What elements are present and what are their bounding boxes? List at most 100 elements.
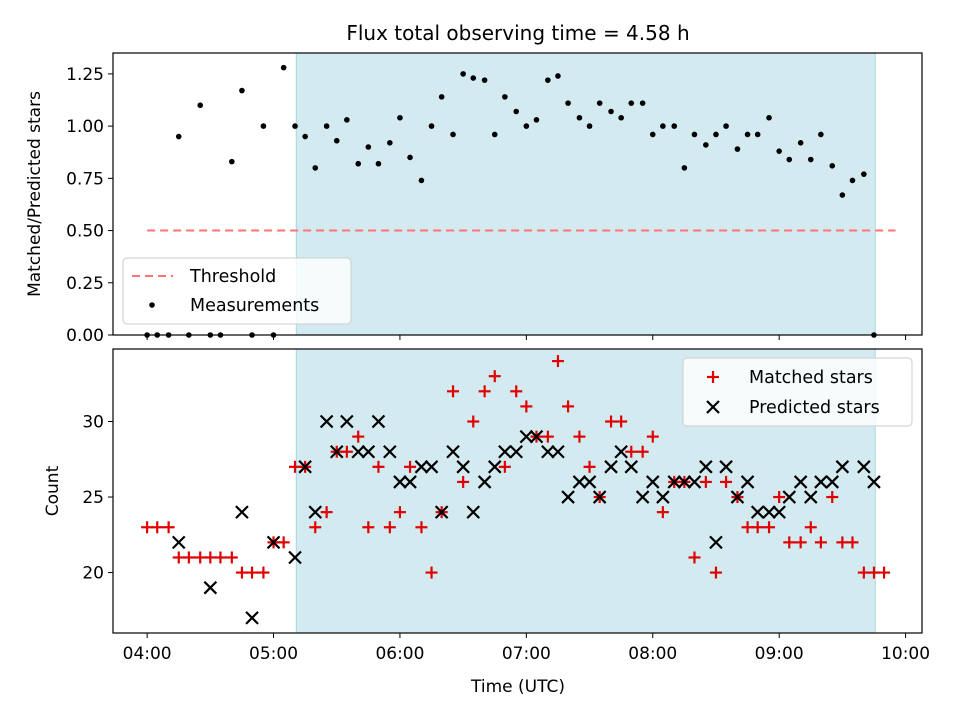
predicted-point-stroke-b	[477, 475, 492, 489]
predicted-point	[456, 460, 470, 474]
matched-point	[372, 460, 385, 473]
predicted-point	[466, 505, 481, 519]
matched-point	[214, 551, 227, 564]
predicted-point	[340, 414, 354, 429]
measurement-point	[407, 154, 413, 161]
matched-point	[478, 385, 491, 398]
measurement-point	[723, 123, 729, 129]
predicted-point	[592, 490, 607, 504]
matched-point	[457, 475, 470, 488]
predicted-point-stroke-b	[814, 475, 828, 489]
predicted-point	[803, 490, 818, 504]
predicted-point	[782, 490, 797, 504]
matched-point	[151, 521, 164, 534]
predicted-point-stroke-b	[361, 444, 376, 459]
predicted-point-stroke-b	[604, 460, 618, 474]
predicted-point-stroke-b	[308, 505, 323, 519]
predicted-point	[867, 475, 881, 489]
measurement-point	[323, 123, 330, 129]
measurement-point	[797, 140, 804, 146]
measurement-point	[197, 102, 204, 109]
matched-point	[763, 521, 776, 534]
measurement-point	[849, 177, 856, 184]
predicted-point	[529, 429, 544, 444]
predicted-point	[245, 611, 259, 625]
predicted-point	[740, 475, 755, 489]
predicted-point	[351, 444, 366, 459]
legend-measurements-label: Measurements	[190, 296, 319, 316]
predicted-point	[561, 490, 575, 504]
x-tick-label: 05:00	[249, 644, 298, 664]
predicted-point-stroke-b	[793, 475, 808, 489]
measurement-point	[312, 165, 319, 171]
matched-point	[741, 521, 754, 534]
measurement-point	[428, 123, 435, 129]
predicted-point	[667, 475, 682, 489]
predicted-point	[498, 444, 512, 459]
predicted-point	[403, 475, 417, 489]
measurement-point	[491, 131, 498, 138]
predicted-point-stroke-b	[762, 505, 776, 519]
measurement-point	[344, 117, 350, 123]
predicted-point-stroke-b	[592, 490, 607, 504]
legend-matched-swatch	[707, 371, 719, 383]
x-tick-label: 07:00	[502, 644, 551, 664]
measurement-point	[333, 137, 340, 144]
measurement-point	[744, 131, 751, 138]
predicted-point	[762, 505, 776, 519]
predicted-point-stroke-b	[529, 429, 544, 444]
matched-point	[541, 430, 554, 443]
predicted-point-stroke-b	[446, 444, 460, 459]
top-y-tick-label: 0.00	[66, 326, 104, 346]
bottom-y-tick-label: 25	[82, 488, 104, 508]
legend-threshold-label: Threshold	[189, 267, 276, 287]
predicted-point-stroke-b	[561, 490, 575, 504]
matched-point	[878, 566, 891, 579]
measurement-point	[450, 131, 456, 138]
matched-point	[605, 415, 618, 428]
predicted-point-stroke-b	[266, 535, 281, 550]
matched-point	[362, 521, 375, 534]
predicted-point-stroke-b	[582, 475, 597, 489]
measurement-point	[628, 100, 635, 106]
measurement-point	[260, 123, 267, 129]
predicted-point	[446, 444, 460, 459]
matched-point	[467, 415, 480, 428]
predicted-point	[509, 444, 524, 459]
measurement-point	[734, 146, 741, 152]
measurement-point	[523, 123, 530, 129]
predicted-point-stroke-b	[614, 444, 628, 459]
measurement-point	[586, 123, 593, 129]
predicted-point	[825, 475, 840, 489]
measurement-point	[397, 114, 403, 121]
predicted-point	[383, 444, 397, 459]
measurement-point	[460, 71, 466, 77]
measurement-point	[418, 177, 425, 184]
predicted-point-stroke-b	[456, 460, 470, 474]
x-axis-label: Time (UTC)	[470, 677, 565, 697]
predicted-point-stroke-b	[645, 475, 660, 489]
measurement-point	[766, 114, 772, 121]
predicted-point-stroke-b	[203, 580, 218, 595]
matched-point	[194, 551, 207, 564]
matched-point	[383, 521, 396, 534]
bottom-panel: 04:00 05:00 06:00 07:00 08:00 09:00 10:00 20 25 3…	[43, 348, 930, 664]
matched-point	[625, 445, 638, 458]
matched-point	[225, 551, 238, 564]
predicted-point-stroke-b	[687, 475, 702, 489]
predicted-point-stroke-b	[298, 460, 312, 474]
measurement-point	[533, 117, 540, 123]
predicted-point-stroke-b	[329, 444, 344, 459]
predicted-point	[477, 475, 492, 489]
predicted-point	[677, 475, 692, 489]
x-tick-label: 04:00	[123, 644, 172, 664]
matched-point	[783, 536, 796, 549]
matched-point	[277, 536, 290, 549]
matched-point	[162, 521, 175, 534]
predicted-point-stroke-b	[171, 535, 186, 550]
predicted-point	[772, 505, 786, 519]
predicted-point	[656, 490, 670, 504]
predicted-point	[604, 460, 618, 474]
top-y-tick-label: 1.25	[66, 65, 104, 85]
matched-point	[573, 430, 586, 443]
